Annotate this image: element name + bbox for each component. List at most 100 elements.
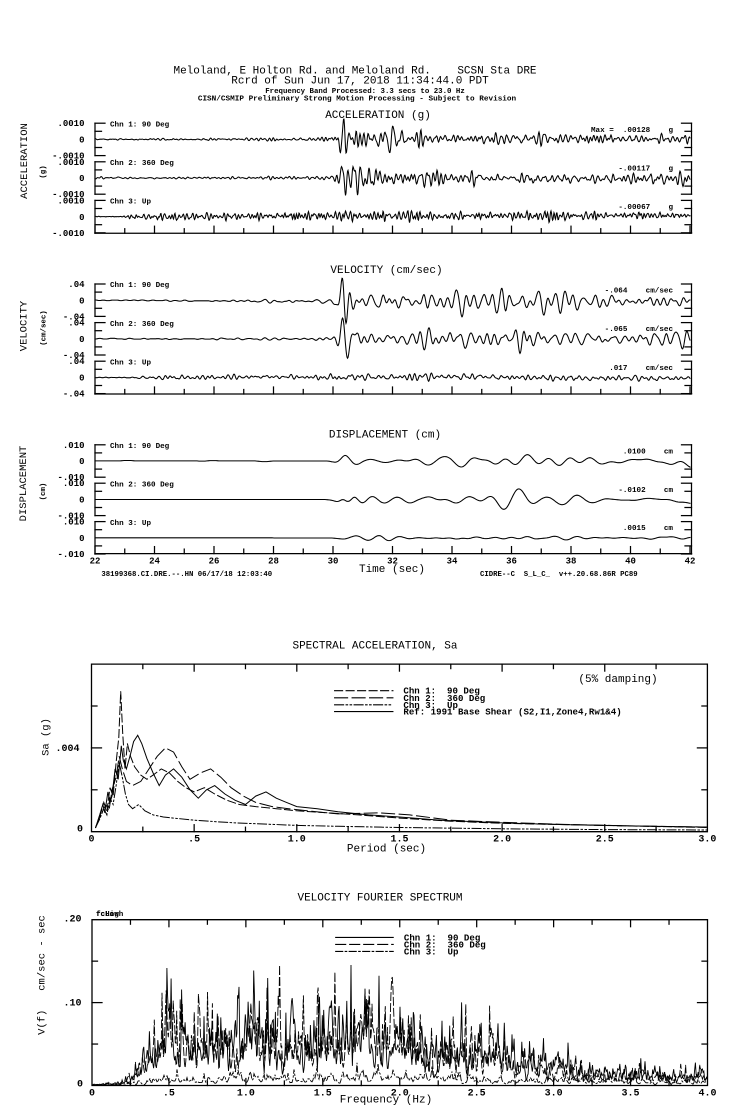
svg-text:.04: .04 (68, 357, 85, 367)
svg-text:.017 cm/sec: .017 cm/sec (609, 365, 673, 373)
svg-text:.04: .04 (68, 319, 85, 329)
svg-text:Chn 1: 90 Deg: Chn 1: 90 Deg (403, 686, 479, 697)
svg-text:.010: .010 (63, 441, 85, 451)
svg-text:Rcrd of Sun Jun 17, 2018 11:34: Rcrd of Sun Jun 17, 2018 11:34:44.0 PDT (231, 75, 489, 87)
svg-text:Chn 2: 360 Deg: Chn 2: 360 Deg (110, 160, 174, 168)
svg-text:0: 0 (89, 1089, 95, 1100)
svg-text:.5: .5 (163, 1089, 175, 1100)
svg-text:0: 0 (79, 335, 84, 345)
svg-text:-.065 cm/sec: -.065 cm/sec (605, 326, 674, 334)
svg-text:SPECTRAL ACCELERATION, Sa: SPECTRAL ACCELERATION, Sa (292, 641, 457, 653)
svg-text:-.0010: -.0010 (52, 190, 84, 200)
svg-text:4.0: 4.0 (698, 1089, 716, 1100)
svg-text:.04: .04 (68, 280, 85, 290)
svg-text:DISPLACEMENT (cm): DISPLACEMENT (cm) (329, 430, 441, 442)
svg-text:ACCELERATION (g): ACCELERATION (g) (325, 110, 431, 122)
svg-text:3.5: 3.5 (622, 1089, 640, 1100)
svg-text:VELOCITY FOURIER SPECTRUM: VELOCITY FOURIER SPECTRUM (297, 893, 462, 905)
svg-text:30: 30 (328, 557, 339, 567)
svg-text:-.04: -.04 (63, 351, 85, 361)
svg-text:Period (sec): Period (sec) (347, 844, 426, 856)
svg-text:22: 22 (90, 557, 101, 567)
svg-text:1.0: 1.0 (288, 835, 306, 846)
svg-text:1.5: 1.5 (314, 1089, 332, 1100)
svg-text:0: 0 (77, 1080, 83, 1091)
svg-text:VELOCITY: VELOCITY (19, 300, 31, 351)
svg-text:Frequency (Hz): Frequency (Hz) (340, 1094, 432, 1106)
svg-text:Max = .00128 g: Max = .00128 g (591, 127, 673, 135)
svg-text:Chn 1: 90 Deg: Chn 1: 90 Deg (110, 443, 170, 451)
svg-text:40: 40 (625, 557, 636, 567)
svg-text:.0010: .0010 (57, 196, 84, 206)
svg-text:0: 0 (79, 534, 84, 544)
svg-text:0: 0 (79, 296, 84, 306)
svg-text:0: 0 (79, 174, 84, 184)
svg-text:Chn 2: 360 Deg: Chn 2: 360 Deg (403, 693, 485, 704)
svg-text:Chn 2: 360 Deg: Chn 2: 360 Deg (110, 321, 174, 329)
svg-text:2.5: 2.5 (596, 835, 614, 846)
svg-text:-.00117 g: -.00117 g (618, 165, 673, 173)
svg-text:-.00067 g: -.00067 g (618, 204, 673, 212)
svg-text:Chn 3: Up: Chn 3: Up (110, 199, 151, 207)
svg-text:Frequency Band Processed: 3.3: Frequency Band Processed: 3.3 secs to 23… (265, 88, 465, 96)
svg-text:(g): (g) (40, 165, 48, 178)
svg-text:0: 0 (79, 457, 84, 467)
svg-text:2.0: 2.0 (493, 835, 511, 846)
svg-text:Chn 3: Up: Chn 3: Up (403, 700, 458, 711)
svg-text:.5: .5 (188, 835, 200, 846)
svg-text:0: 0 (77, 825, 83, 836)
svg-text:ACCELERATION: ACCELERATION (19, 123, 31, 199)
svg-text:Meloland, E Holton Rd. and Mel: Meloland, E Holton Rd. and Meloland Rd. … (173, 65, 536, 77)
svg-text:-.0010: -.0010 (52, 152, 84, 162)
svg-text:CIDRE--C S_L_C_ v++.20.68.86: CIDRE--C S_L_C_ v++.20.68.86R PC89 (480, 571, 638, 579)
svg-text:.0010: .0010 (57, 119, 84, 129)
svg-text:.010: .010 (63, 518, 85, 528)
svg-text:-.010: -.010 (57, 550, 84, 560)
svg-text:2.0: 2.0 (391, 1089, 409, 1100)
svg-text:0: 0 (79, 136, 84, 146)
svg-text:0: 0 (79, 374, 84, 384)
svg-text:3.0: 3.0 (545, 1089, 563, 1100)
svg-text:0: 0 (79, 496, 84, 506)
svg-text:(cm/sec): (cm/sec) (41, 310, 49, 345)
svg-text:fcHigh: fcHigh (96, 911, 124, 919)
svg-text:.20: .20 (63, 915, 81, 926)
svg-text:-.0010: -.0010 (52, 229, 84, 239)
svg-text:-.0102 cm: -.0102 cm (618, 487, 673, 495)
svg-text:-.064 cm/sec: -.064 cm/sec (605, 288, 674, 296)
svg-text:(5% damping): (5% damping) (578, 674, 657, 686)
svg-text:28: 28 (268, 557, 279, 567)
svg-text:1.5: 1.5 (390, 835, 408, 846)
svg-text:38: 38 (566, 557, 577, 567)
svg-text:.0010: .0010 (57, 158, 84, 168)
svg-text:0: 0 (79, 213, 84, 223)
svg-text:CISN/CSMIP Preliminary Strong: CISN/CSMIP Preliminary Strong Motion Pro… (198, 95, 517, 103)
svg-text:.010: .010 (63, 479, 85, 489)
svg-text:Chn 2: 360 Deg: Chn 2: 360 Deg (110, 481, 174, 489)
svg-text:3.0: 3.0 (698, 835, 716, 846)
svg-text:26: 26 (209, 557, 220, 567)
svg-text:-.010: -.010 (57, 512, 84, 522)
svg-text:Chn 3: Up: Chn 3: Up (110, 359, 151, 367)
svg-text:42: 42 (685, 557, 696, 567)
svg-text:Chn 3: Up: Chn 3: Up (404, 946, 459, 957)
svg-text:Chn 1: 90 Deg: Chn 1: 90 Deg (404, 932, 480, 943)
svg-text:Ref: 1991 Base Shear (S2,I1,Zo: Ref: 1991 Base Shear (S2,I1,Zone4,Rw1&4) (403, 707, 621, 718)
svg-text:-.010: -.010 (57, 473, 84, 483)
svg-text:Sa (g): Sa (g) (41, 718, 53, 756)
svg-text:.10: .10 (63, 999, 81, 1010)
svg-text:.0015 cm: .0015 cm (623, 525, 674, 533)
svg-text:(cm): (cm) (40, 483, 48, 501)
svg-text:0: 0 (88, 835, 94, 846)
svg-text:Chn 3: Up: Chn 3: Up (110, 520, 151, 528)
svg-text:fcLow: fcLow (96, 911, 119, 919)
svg-text:DISPLACEMENT: DISPLACEMENT (18, 446, 30, 522)
svg-text:32: 32 (387, 557, 398, 567)
svg-text:V(f) cm/sec - sec: V(f) cm/sec - sec (37, 915, 49, 1035)
svg-text:34: 34 (447, 557, 458, 567)
svg-text:VELOCITY (cm/sec): VELOCITY (cm/sec) (330, 265, 442, 277)
svg-text:Time (sec): Time (sec) (359, 564, 425, 576)
svg-text:-.04: -.04 (63, 390, 85, 400)
svg-text:-.04: -.04 (63, 312, 85, 322)
svg-text:24: 24 (149, 557, 160, 567)
